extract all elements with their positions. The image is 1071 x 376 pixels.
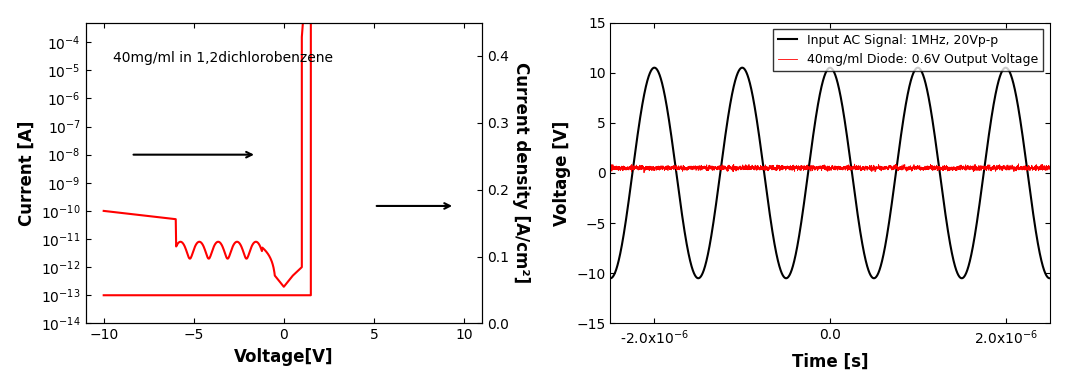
40mg/ml Diode: 0.6V Output Voltage: (2.5e-06, 0.632): 0.6V Output Voltage: (2.5e-06, 0.632) — [1043, 164, 1056, 169]
Input AC Signal: 1MHz, 20Vp-p: (-2.29e-06, -2.8): 1MHz, 20Vp-p: (-2.29e-06, -2.8) — [622, 199, 635, 203]
X-axis label: Time [s]: Time [s] — [791, 352, 869, 370]
40mg/ml Diode: 0.6V Output Voltage: (-2.2e-06, 0.438): 0.6V Output Voltage: (-2.2e-06, 0.438) — [631, 166, 644, 171]
Input AC Signal: 1MHz, 20Vp-p: (-1.52e-06, -10.4): 1MHz, 20Vp-p: (-1.52e-06, -10.4) — [690, 275, 703, 280]
Text: 40mg/ml in 1,2dichlorobenzene: 40mg/ml in 1,2dichlorobenzene — [112, 51, 333, 65]
40mg/ml Diode: 0.6V Output Voltage: (-2.5e-06, 0.505): 0.6V Output Voltage: (-2.5e-06, 0.505) — [604, 166, 617, 170]
Y-axis label: Current density [A/cm²]: Current density [A/cm²] — [512, 62, 530, 284]
40mg/ml Diode: 0.6V Output Voltage: (-5.53e-08, 0.428): 0.6V Output Voltage: (-5.53e-08, 0.428) — [818, 167, 831, 171]
40mg/ml Diode: 0.6V Output Voltage: (2.24e-06, 0.295): 0.6V Output Voltage: (2.24e-06, 0.295) — [1020, 168, 1032, 172]
Input AC Signal: 1MHz, 20Vp-p: (-2.2e-06, 3.18): 1MHz, 20Vp-p: (-2.2e-06, 3.18) — [631, 139, 644, 143]
Y-axis label: Voltage [V]: Voltage [V] — [553, 120, 571, 226]
40mg/ml Diode: 0.6V Output Voltage: (2.14e-06, 0.911): 0.6V Output Voltage: (2.14e-06, 0.911) — [1012, 162, 1025, 166]
Input AC Signal: 1MHz, 20Vp-p: (-5.53e-08, 9.87): 1MHz, 20Vp-p: (-5.53e-08, 9.87) — [818, 72, 831, 76]
X-axis label: Voltage[V]: Voltage[V] — [235, 348, 333, 366]
Line: 40mg/ml Diode: 0.6V Output Voltage: 40mg/ml Diode: 0.6V Output Voltage — [610, 164, 1050, 173]
Input AC Signal: 1MHz, 20Vp-p: (2.5e-06, -10.5): 1MHz, 20Vp-p: (2.5e-06, -10.5) — [1043, 276, 1056, 280]
Input AC Signal: 1MHz, 20Vp-p: (-2e-06, 10.5): 1MHz, 20Vp-p: (-2e-06, 10.5) — [648, 65, 661, 70]
40mg/ml Diode: 0.6V Output Voltage: (-1.52e-06, 0.482): 0.6V Output Voltage: (-1.52e-06, 0.482) — [690, 166, 703, 170]
Line: Input AC Signal: 1MHz, 20Vp-p: Input AC Signal: 1MHz, 20Vp-p — [610, 68, 1050, 278]
Input AC Signal: 1MHz, 20Vp-p: (-2.48e-06, -10.4): 1MHz, 20Vp-p: (-2.48e-06, -10.4) — [606, 275, 619, 279]
Legend: Input AC Signal: 1MHz, 20Vp-p, 40mg/ml Diode: 0.6V Output Voltage: Input AC Signal: 1MHz, 20Vp-p, 40mg/ml D… — [773, 29, 1043, 71]
Input AC Signal: 1MHz, 20Vp-p: (-2.5e-06, -10.5): 1MHz, 20Vp-p: (-2.5e-06, -10.5) — [604, 276, 617, 280]
Y-axis label: Current [A]: Current [A] — [17, 120, 35, 226]
Input AC Signal: 1MHz, 20Vp-p: (2.24e-06, 0.957): 1MHz, 20Vp-p: (2.24e-06, 0.957) — [1020, 161, 1032, 165]
40mg/ml Diode: 0.6V Output Voltage: (-2.29e-06, 0.515): 0.6V Output Voltage: (-2.29e-06, 0.515) — [622, 165, 635, 170]
40mg/ml Diode: 0.6V Output Voltage: (-2.12e-06, 0.0255): 0.6V Output Voltage: (-2.12e-06, 0.0255) — [637, 170, 650, 175]
40mg/ml Diode: 0.6V Output Voltage: (-2.48e-06, 0.685): 0.6V Output Voltage: (-2.48e-06, 0.685) — [606, 164, 619, 168]
